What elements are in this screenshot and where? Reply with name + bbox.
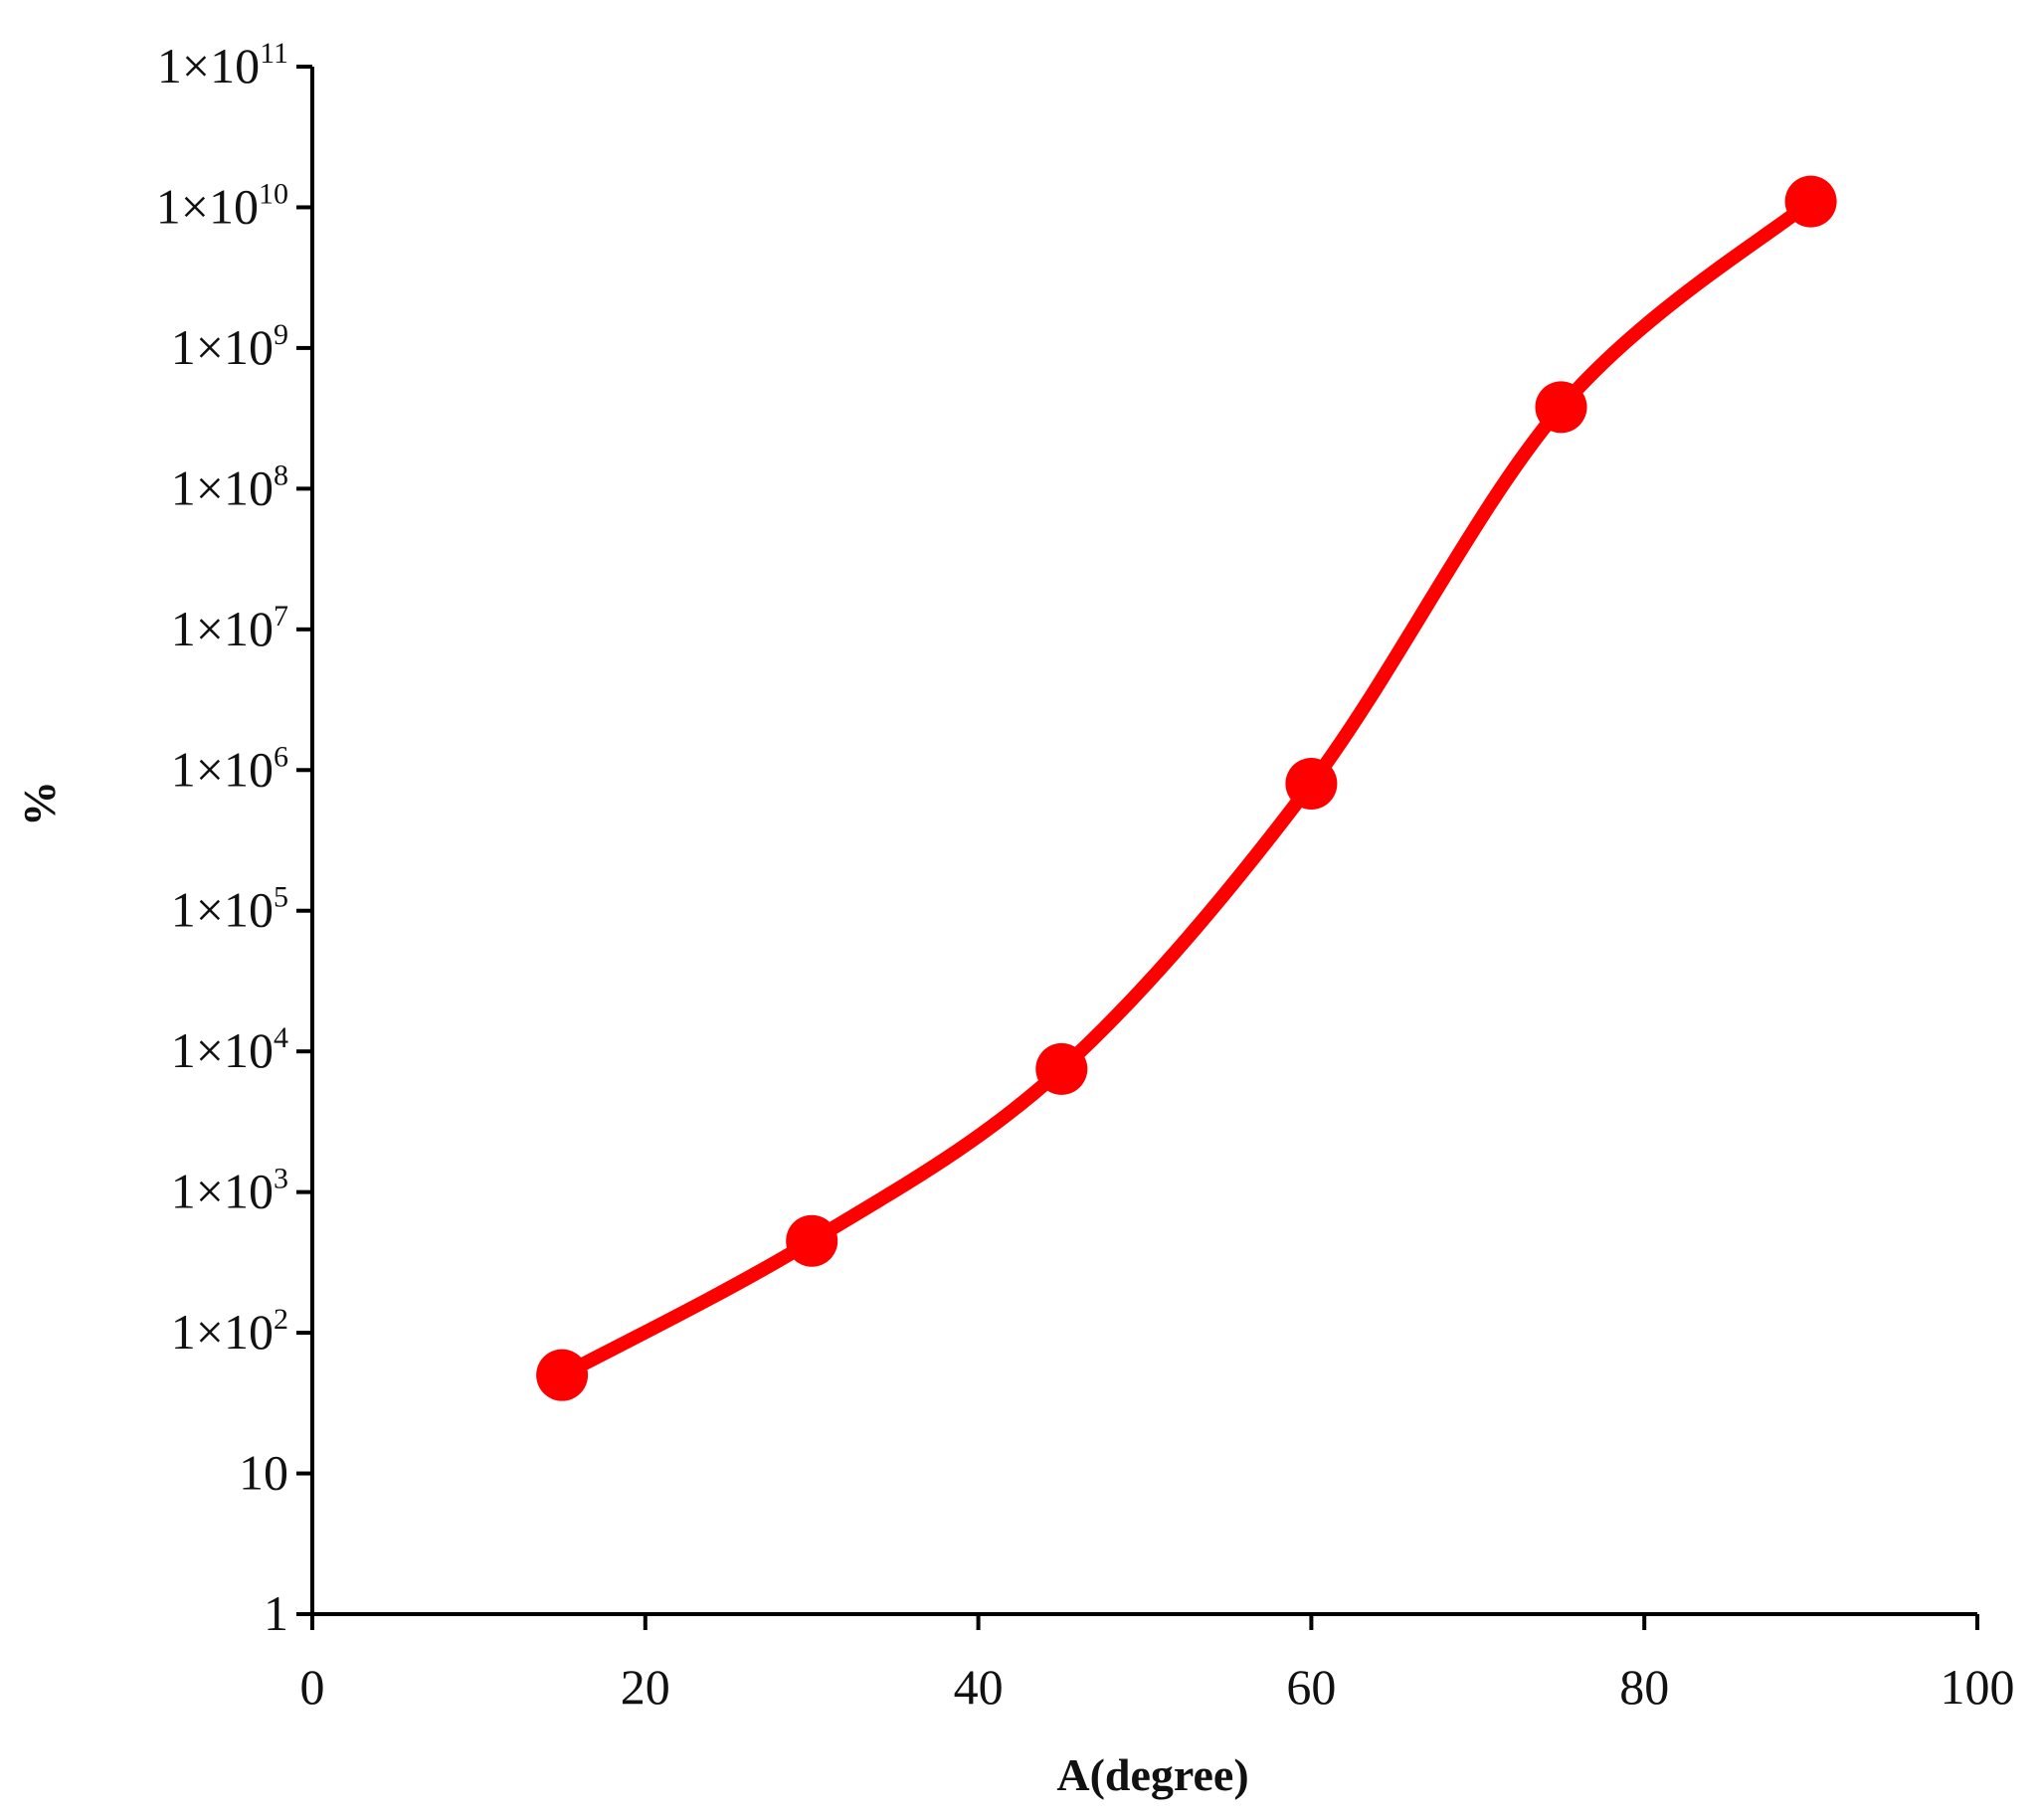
y-tick-label: 1×107 (171, 600, 288, 656)
y-tick-label: 1×1010 (156, 177, 288, 234)
data-point (536, 1349, 589, 1401)
data-point (1035, 1042, 1088, 1095)
y-tick-label: 1×102 (171, 1303, 288, 1360)
x-tick-label: 0 (300, 1659, 325, 1715)
x-tick-label: 40 (954, 1659, 1004, 1715)
y-tick-label: 1×109 (171, 318, 288, 375)
y-tick-label: 1×1011 (157, 37, 288, 93)
data-point (1784, 175, 1837, 228)
y-axis-ticks: 1 10 1×102 1×103 1×104 1×105 1×106 1×107 1×108 1×… (156, 37, 312, 1641)
x-tick-label: 20 (621, 1659, 670, 1715)
data-point (1535, 381, 1587, 434)
x-tick-label: 60 (1286, 1659, 1336, 1715)
y-tick-label: 10 (239, 1445, 288, 1501)
x-tick-label: 80 (1619, 1659, 1669, 1715)
series (536, 175, 1837, 1401)
y-tick-label: 1×103 (171, 1163, 288, 1219)
x-axis-title: A(degree) (1056, 1749, 1248, 1800)
data-point (1285, 757, 1338, 810)
series-line (555, 194, 1818, 1382)
y-tick-label: 1×108 (171, 458, 288, 515)
y-tick-label: 1×105 (171, 881, 288, 938)
x-tick-label: 100 (1941, 1659, 2015, 1715)
x-axis-ticks: 0 20 40 60 80 100 (300, 1614, 2015, 1715)
axes (310, 67, 1977, 1616)
y-tick-label: 1 (264, 1585, 288, 1641)
y-axis-title: % (14, 781, 65, 826)
y-tick-label: 1×104 (171, 1021, 288, 1078)
data-point (786, 1214, 838, 1267)
y-tick-label: 1×106 (171, 740, 288, 797)
